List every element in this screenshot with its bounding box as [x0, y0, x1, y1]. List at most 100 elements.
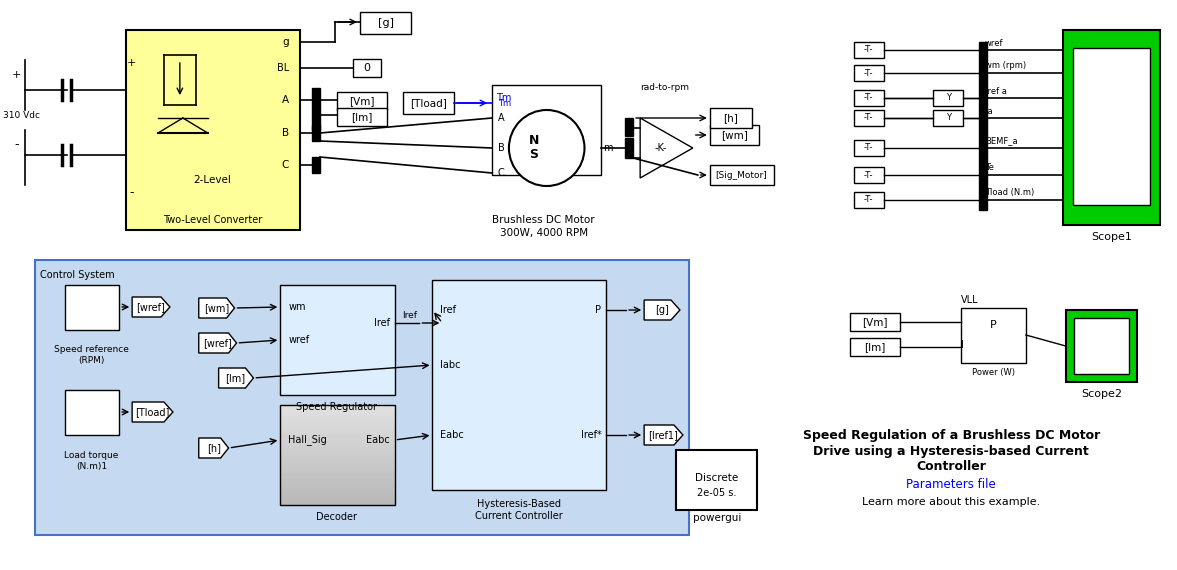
Text: -T-: -T- [864, 46, 873, 55]
Text: Ia: Ia [985, 107, 992, 116]
Bar [312, 88, 320, 130]
Text: -: - [14, 139, 19, 152]
Text: Y: Y [946, 113, 951, 123]
Text: BEMF_a: BEMF_a [985, 136, 1018, 145]
Text: wref: wref [985, 39, 1004, 47]
Text: 2-Level: 2-Level [194, 175, 232, 185]
Bar [280, 405, 394, 505]
Bar [853, 65, 884, 81]
Text: B: B [281, 128, 288, 138]
Text: Tm: Tm [496, 93, 511, 103]
Bar [1073, 318, 1129, 374]
Text: -: - [129, 186, 133, 200]
Text: Discrete: Discrete [696, 473, 738, 483]
Text: Current Controller: Current Controller [476, 511, 563, 521]
Text: I: I [962, 340, 964, 350]
Bar [853, 140, 884, 156]
Text: rad-to-rpm: rad-to-rpm [640, 83, 690, 92]
Bar [853, 192, 884, 208]
Text: Parameters file: Parameters file [906, 478, 996, 491]
Text: (RPM): (RPM) [78, 356, 105, 365]
Text: [h]: [h] [207, 443, 220, 453]
Text: Decoder: Decoder [317, 512, 358, 522]
Text: 2e-05 s.: 2e-05 s. [697, 488, 737, 498]
Polygon shape [644, 425, 683, 445]
Text: [Vm]: [Vm] [350, 96, 374, 106]
Text: A: A [281, 95, 288, 105]
Polygon shape [199, 333, 237, 353]
Text: 300W, 4000 RPM: 300W, 4000 RPM [500, 228, 587, 238]
Text: Hysteresis-Based: Hysteresis-Based [477, 499, 561, 509]
Text: C: C [498, 168, 505, 178]
Text: Speed reference: Speed reference [54, 345, 128, 355]
Text: Iref*: Iref* [580, 430, 601, 440]
Bar [337, 92, 386, 110]
Bar [126, 30, 300, 230]
Text: Control System: Control System [40, 270, 114, 280]
Bar [312, 157, 320, 173]
Text: P: P [596, 305, 601, 315]
Polygon shape [199, 438, 228, 458]
Text: [Im]: [Im] [226, 373, 246, 383]
Text: Speed Regulator: Speed Regulator [297, 402, 378, 412]
Bar [710, 108, 751, 128]
Text: +: + [12, 70, 21, 80]
Text: Load torque: Load torque [65, 450, 119, 459]
Text: Drive using a Hysteresis-based Current: Drive using a Hysteresis-based Current [813, 445, 1089, 458]
Polygon shape [219, 368, 253, 388]
Text: Eabc: Eabc [366, 435, 390, 445]
Bar [337, 108, 386, 126]
Text: [Tload]: [Tload] [135, 407, 169, 417]
Polygon shape [644, 300, 680, 320]
Text: C: C [281, 160, 288, 170]
Text: Learn more about this example.: Learn more about this example. [863, 497, 1040, 507]
Polygon shape [640, 118, 693, 178]
Text: -T-: -T- [864, 170, 873, 180]
Text: [Iref1]: [Iref1] [649, 430, 678, 440]
Text: [wref]: [wref] [204, 338, 232, 348]
Bar [1072, 48, 1150, 205]
Text: wref: wref [288, 335, 310, 345]
Text: A: A [498, 113, 505, 123]
Polygon shape [199, 298, 234, 318]
Text: VLL: VLL [962, 295, 979, 305]
Bar [280, 285, 394, 395]
Bar [1065, 310, 1137, 382]
Text: Power (W): Power (W) [971, 368, 1015, 377]
Text: [g]: [g] [378, 18, 393, 28]
Bar [962, 308, 1026, 363]
Bar [492, 85, 601, 175]
Text: [wm]: [wm] [204, 303, 230, 313]
Text: wm: wm [288, 302, 306, 312]
Bar [65, 390, 119, 435]
Text: g: g [282, 37, 288, 47]
Text: Scope1: Scope1 [1091, 232, 1132, 242]
Bar [853, 110, 884, 126]
Text: [wm]: [wm] [722, 130, 749, 140]
Text: Speed Regulation of a Brushless DC Motor: Speed Regulation of a Brushless DC Motor [803, 429, 1100, 442]
Bar [933, 90, 963, 106]
Bar [65, 285, 119, 330]
Bar [850, 338, 899, 356]
Text: Iabc: Iabc [440, 360, 461, 370]
Bar [625, 118, 633, 136]
Bar [710, 165, 774, 185]
Text: Iref a: Iref a [985, 87, 1008, 96]
Text: powergui: powergui [692, 513, 740, 523]
Text: [Tload]: [Tload] [410, 98, 447, 108]
Text: N: N [528, 133, 539, 146]
Text: [wref]: [wref] [137, 302, 166, 312]
Bar [850, 313, 899, 331]
Text: -T-: -T- [864, 68, 873, 78]
Text: m: m [604, 143, 613, 153]
Text: Iref: Iref [373, 318, 390, 328]
Text: -T-: -T- [864, 196, 873, 205]
Text: Hall_Sig: Hall_Sig [288, 434, 327, 445]
Text: [Sig_Motor]: [Sig_Motor] [716, 170, 767, 180]
Text: Two-Level Converter: Two-Level Converter [164, 215, 262, 225]
Text: [Im]: [Im] [351, 112, 372, 122]
Text: 0: 0 [364, 63, 371, 73]
Bar [676, 450, 758, 510]
Text: Controller: Controller [917, 461, 986, 474]
Bar [34, 260, 689, 535]
